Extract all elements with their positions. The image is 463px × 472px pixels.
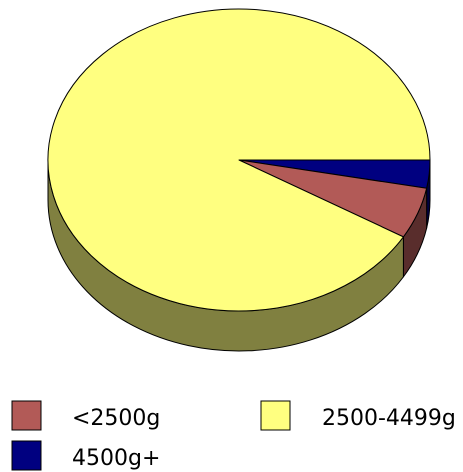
pie-plot-area: [47, 8, 431, 352]
legend-label-2500g: <2500g: [72, 406, 160, 431]
legend-label-2500-4499g: 2500-4499g: [322, 406, 456, 431]
chart-legend: <2500g 2500-4499g 4500g+: [11, 400, 456, 471]
legend-label-4500g: 4500g+: [72, 446, 160, 471]
legend-swatch-2500g: [11, 400, 42, 431]
legend-item-4500g: 4500g+: [11, 440, 160, 471]
pie-slice-2500-4499g: [47, 8, 431, 312]
legend-swatch-2500-4499g: [260, 400, 291, 431]
legend-item-2500-4499g: 2500-4499g: [260, 400, 456, 431]
legend-item-2500g: <2500g: [11, 400, 160, 431]
legend-swatch-4500g: [11, 440, 42, 471]
